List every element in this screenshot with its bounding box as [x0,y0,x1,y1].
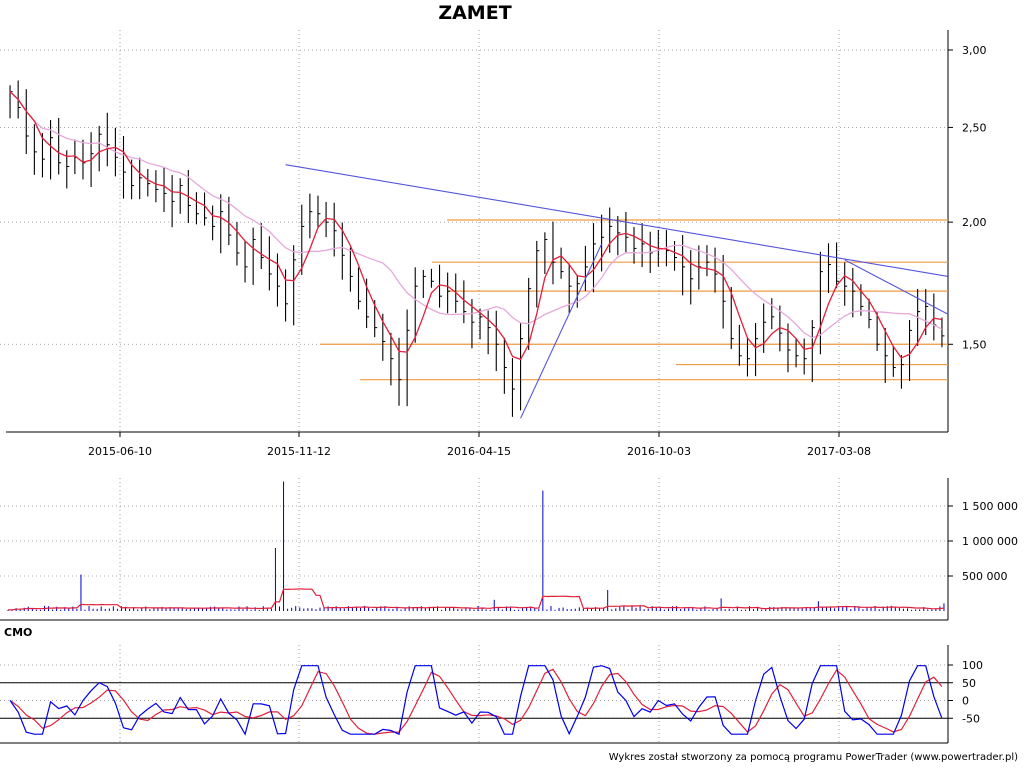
x-tick-label: 2015-11-12 [267,445,331,458]
volume-tick-label: 1 000 000 [962,535,1018,548]
cmo-tick-label: 0 [962,695,969,708]
cmo-tick-label: -50 [962,712,980,725]
cmo-tick-label: 50 [962,677,976,690]
trendline [520,243,603,419]
chart-title: ZAMET [438,2,511,24]
x-tick-label: 2015-06-10 [88,445,152,458]
trendline [844,259,949,315]
cmo-line [9,665,943,736]
volume-tick-label: 500 000 [962,570,1008,583]
cmo-panel-label: CMO [4,626,32,639]
volume-tick-label: 1 500 000 [962,500,1018,513]
footer-credit: Wykres został stworzony za pomocą progra… [609,752,1018,763]
trendline [285,164,949,277]
y-tick-label: 2,50 [962,121,987,134]
x-tick-label: 2016-04-15 [447,445,511,458]
cmo-tick-label: 100 [962,659,983,672]
x-tick-label: 2016-10-03 [627,445,691,458]
y-tick-label: 2,00 [962,216,987,229]
volume-average-line [7,588,945,611]
y-tick-label: 3,00 [962,44,987,57]
cmo-panel: CMO 100 50 0 -50 [0,626,983,744]
cmo-signal-line [9,668,943,735]
y-tick-label: 1,50 [962,338,987,351]
moving-average-short-line [9,91,943,361]
price-panel: 2015-06-10 2015-11-12 2016-04-15 2016-10-03… [0,30,987,458]
x-tick-label: 2017-03-08 [807,445,871,458]
moving-average-long-line [9,91,943,339]
volume-panel: 1 500 000 1 000 000 500 000 [0,478,1018,621]
